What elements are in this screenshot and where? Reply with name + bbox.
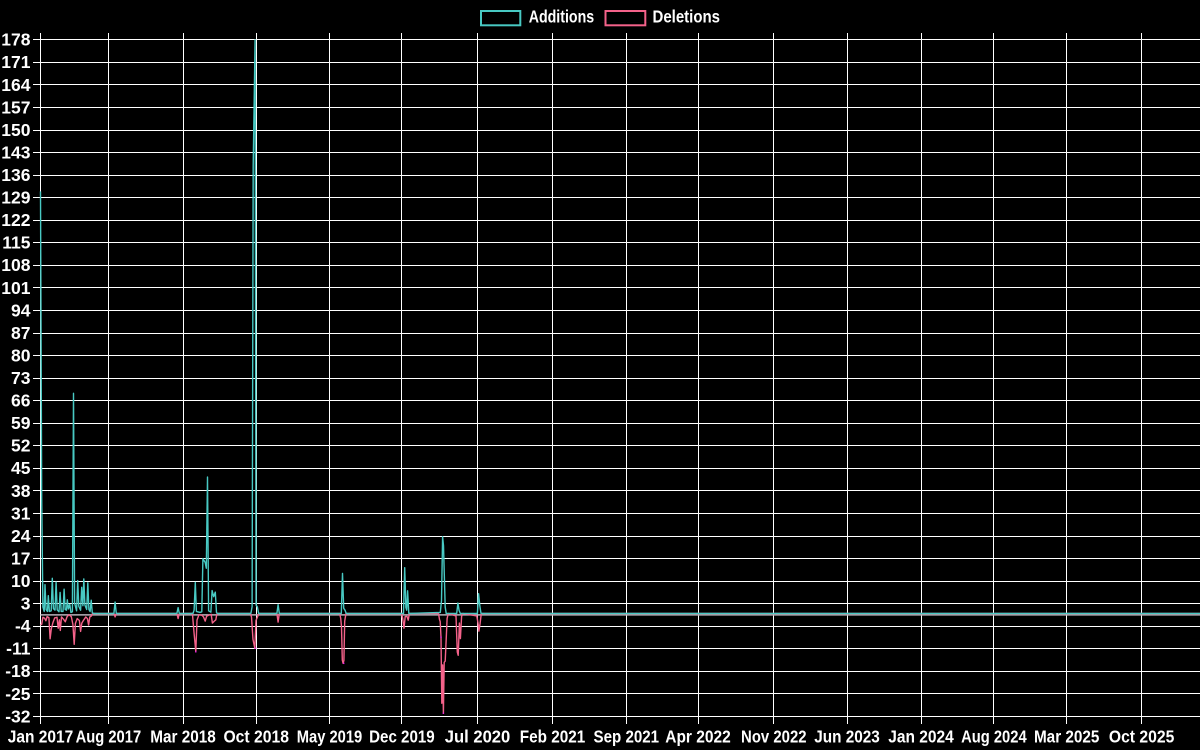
svg-text:178: 178 <box>1 30 30 50</box>
svg-text:Jan 2017: Jan 2017 <box>8 727 74 747</box>
svg-text:136: 136 <box>1 165 30 185</box>
svg-text:94: 94 <box>11 300 31 320</box>
svg-text:Sep 2021: Sep 2021 <box>594 727 660 747</box>
svg-text:80: 80 <box>11 345 31 365</box>
svg-text:Nov 2022: Nov 2022 <box>741 727 807 747</box>
svg-text:Feb 2021: Feb 2021 <box>520 727 586 747</box>
svg-text:-18: -18 <box>5 661 31 681</box>
svg-text:Mar 2025: Mar 2025 <box>1034 727 1100 747</box>
svg-text:Jan 2024: Jan 2024 <box>888 727 954 747</box>
svg-text:157: 157 <box>1 97 30 117</box>
svg-text:Jul 2020: Jul 2020 <box>445 727 511 747</box>
svg-text:108: 108 <box>1 255 30 275</box>
svg-text:Jun 2023: Jun 2023 <box>814 727 880 747</box>
svg-text:-25: -25 <box>5 684 31 704</box>
svg-text:May 2019: May 2019 <box>297 727 363 747</box>
svg-text:73: 73 <box>11 368 31 388</box>
svg-text:-32: -32 <box>5 706 31 726</box>
svg-text:115: 115 <box>2 233 30 253</box>
svg-text:Oct 2025: Oct 2025 <box>1109 727 1175 747</box>
svg-text:Apr 2022: Apr 2022 <box>665 727 731 747</box>
svg-text:Aug 2017: Aug 2017 <box>76 727 142 747</box>
svg-text:52: 52 <box>11 436 31 456</box>
svg-text:Aug 2024: Aug 2024 <box>961 727 1027 747</box>
svg-text:-11: -11 <box>6 639 31 659</box>
svg-text:45: 45 <box>11 458 31 478</box>
svg-text:Deletions: Deletions <box>653 7 721 27</box>
svg-text:129: 129 <box>1 188 30 208</box>
svg-text:10: 10 <box>11 571 31 591</box>
svg-text:3: 3 <box>21 594 31 614</box>
svg-text:38: 38 <box>11 481 31 501</box>
svg-text:150: 150 <box>1 120 30 140</box>
svg-text:59: 59 <box>11 413 31 433</box>
svg-text:143: 143 <box>1 142 30 162</box>
svg-text:Oct 2018: Oct 2018 <box>223 727 289 747</box>
svg-text:17: 17 <box>11 548 30 568</box>
svg-text:122: 122 <box>1 210 30 230</box>
svg-text:31: 31 <box>11 503 31 523</box>
svg-text:Dec 2019: Dec 2019 <box>369 727 435 747</box>
svg-text:24: 24 <box>11 526 31 546</box>
svg-text:87: 87 <box>11 323 30 343</box>
svg-text:164: 164 <box>1 75 30 95</box>
svg-text:171: 171 <box>1 52 30 72</box>
svg-text:-4: -4 <box>15 616 31 636</box>
svg-text:66: 66 <box>11 391 31 411</box>
svg-text:101: 101 <box>1 278 30 298</box>
svg-text:Additions: Additions <box>529 7 595 27</box>
svg-text:Mar 2018: Mar 2018 <box>150 727 216 747</box>
